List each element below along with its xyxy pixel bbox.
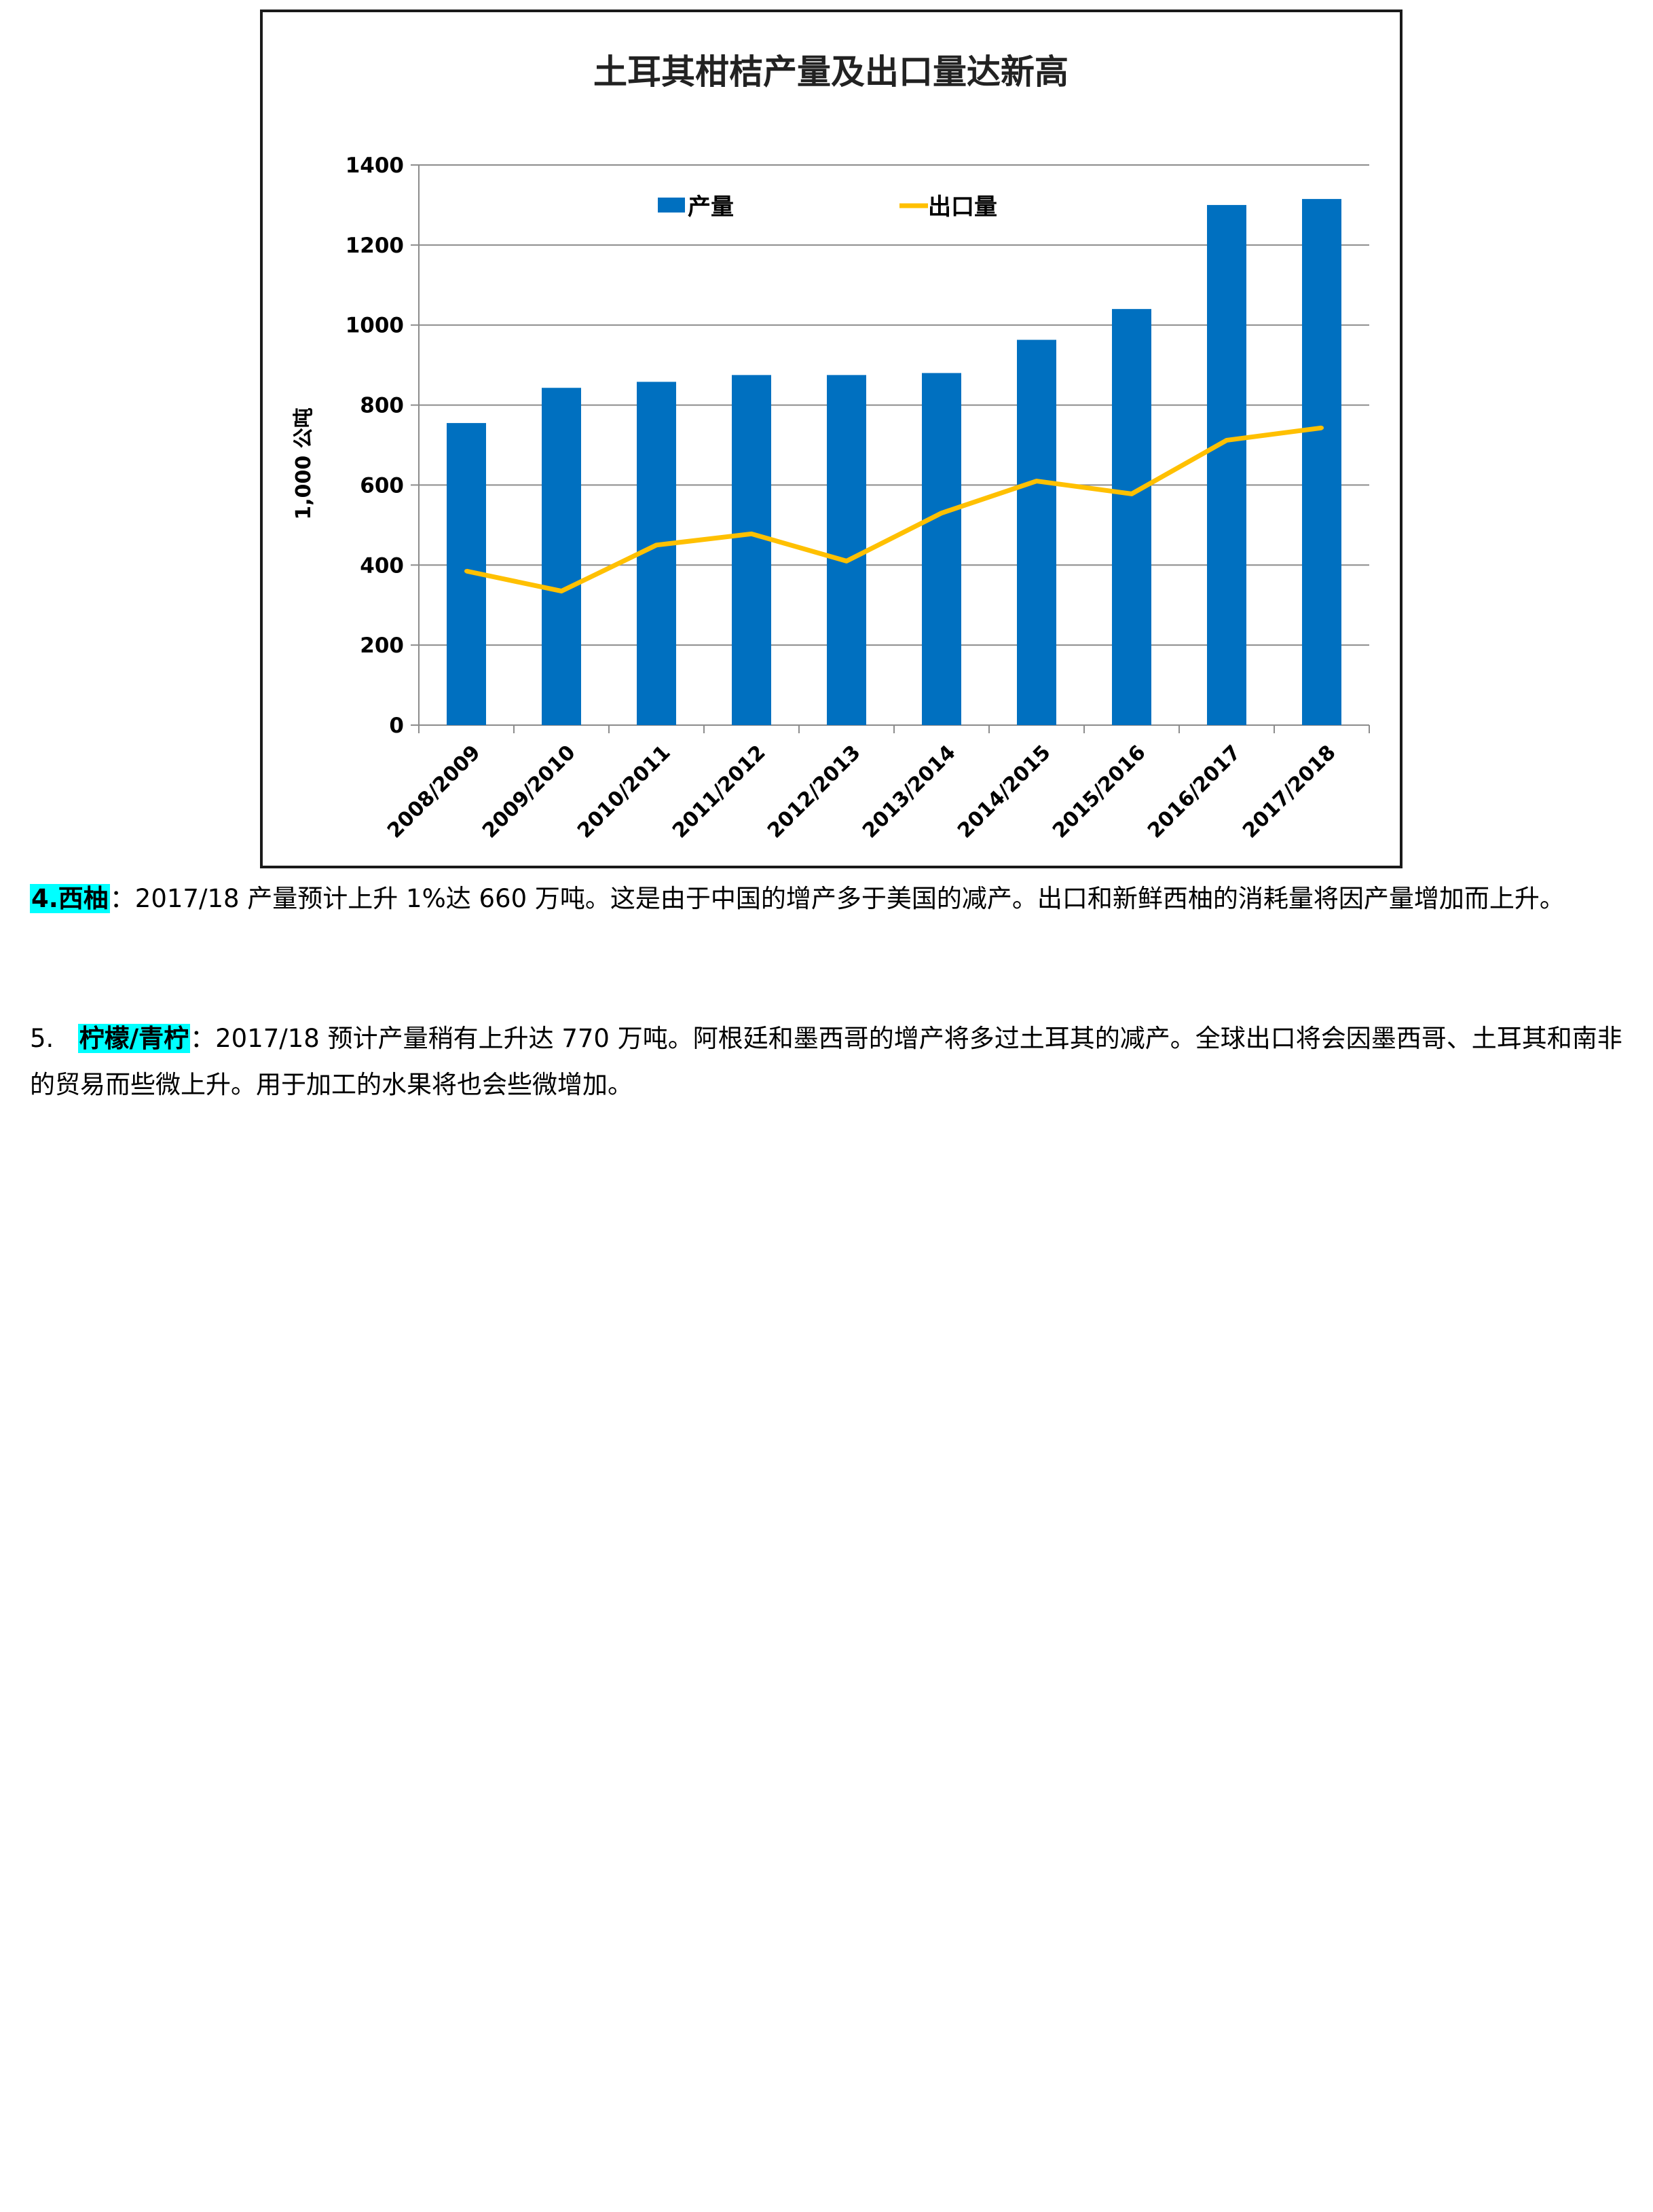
- x-tick-label: 2017/2018: [1238, 741, 1341, 843]
- bar: [1207, 204, 1246, 725]
- bar: [827, 375, 866, 725]
- x-tick-label: 2013/2014: [858, 741, 961, 843]
- line-point: [1225, 438, 1229, 443]
- paragraph-lemon-lime-text: ：2017/18 预计产量稍有上升达 770 万吨。阿根廷和墨西哥的增产将多过土…: [30, 1024, 1622, 1099]
- chart-frame: 土耳其柑桔产量及出口量达新高 1,000 公吨 0 200 400 600 800 100…: [260, 10, 1403, 868]
- y-tick-label: 1000: [346, 314, 404, 338]
- bar: [1112, 309, 1151, 726]
- bar: [1017, 339, 1056, 726]
- legend-label-production: 产量: [688, 193, 734, 221]
- legend: 产量 出口量: [658, 193, 997, 221]
- y-tick-label: 600: [360, 473, 404, 498]
- y-tick-label: 400: [360, 553, 404, 578]
- line-point: [749, 532, 754, 536]
- bar: [732, 375, 771, 725]
- line-series: [464, 425, 1324, 594]
- chart-title: 土耳其柑桔产量及出口量达新高: [593, 52, 1069, 92]
- line-point: [464, 569, 468, 574]
- paragraph-grapefruit: 4.西柚：2017/18 产量预计上升 1%达 660 万吨。这是由于中国的增产…: [30, 876, 1639, 922]
- paragraph-number: 5.: [30, 1024, 78, 1053]
- line-point: [654, 542, 658, 547]
- y-tick-label: 800: [360, 394, 404, 418]
- x-tick-label: 2011/2012: [668, 741, 770, 843]
- x-tick-label: 2008/2009: [383, 741, 485, 843]
- x-tick-label: 2012/2013: [763, 741, 866, 843]
- line-point: [1035, 479, 1039, 483]
- line-point: [1130, 492, 1134, 496]
- y-tick-label: 200: [360, 633, 404, 658]
- highlight-lemon-lime: 柠檬/青柠: [77, 1024, 191, 1053]
- bar: [922, 373, 961, 725]
- y-tick-label: 1200: [346, 234, 404, 258]
- legend-label-export: 出口量: [928, 193, 997, 221]
- y-axis-label: 1,000 公吨: [292, 407, 316, 519]
- highlight-grapefruit: 4.西柚: [30, 884, 110, 913]
- paragraph-grapefruit-text: ：2017/18 产量预计上升 1%达 660 万吨。这是由于中国的增产多于美国…: [109, 884, 1565, 913]
- citrus-chart: 土耳其柑桔产量及出口量达新高 1,000 公吨 0 200 400 600 800 100…: [292, 52, 1370, 843]
- x-tick-label: 2014/2015: [953, 741, 1056, 843]
- export-line: [466, 425, 1322, 594]
- bar: [1302, 199, 1341, 725]
- x-tick-label: 2009/2010: [478, 741, 580, 843]
- x-tick-label: 2010/2011: [573, 741, 675, 843]
- legend-swatch-bar: [658, 198, 685, 213]
- line-point: [1320, 426, 1324, 430]
- paragraph-lemon-lime: 5. 柠檬/青柠：2017/18 预计产量稍有上升达 770 万吨。阿根廷和墨西…: [30, 1016, 1639, 1108]
- y-tick-label: 1400: [346, 153, 404, 178]
- bar: [542, 388, 581, 725]
- y-tick-label: 0: [389, 714, 404, 738]
- x-tick-label: 2015/2016: [1048, 741, 1151, 843]
- bar-series: [447, 199, 1341, 726]
- line-point: [559, 589, 563, 593]
- line-point: [940, 511, 944, 515]
- x-tick-label: 2016/2017: [1143, 741, 1246, 843]
- line-point: [844, 559, 849, 564]
